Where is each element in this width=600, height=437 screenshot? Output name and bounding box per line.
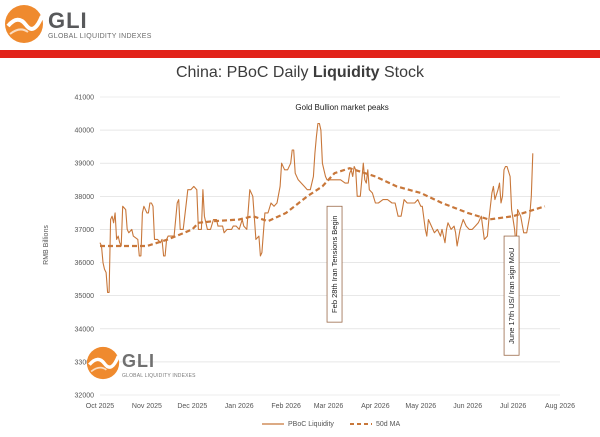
annotation-gold-peak: Gold Bullion market peaks xyxy=(295,103,388,112)
y-tick-label: 38000 xyxy=(75,194,95,201)
annotation-iran-tensions-label: Feb 28th Iran Tensions Begin xyxy=(330,215,339,312)
x-tick-label: Jul 2026 xyxy=(500,403,527,410)
legend-swatch-solid xyxy=(262,423,284,425)
annotation-iran-tensions-box xyxy=(326,205,343,323)
legend-label-ma: 50d MA xyxy=(376,421,401,428)
legend-item-ma: 50d MA xyxy=(350,421,400,428)
chart-title-suffix: Stock xyxy=(379,64,425,81)
gli-globe-logo-icon xyxy=(5,5,44,43)
x-tick-label: Aug 2026 xyxy=(545,403,575,410)
legend-item-pboc: PBoC Liquidity xyxy=(262,421,334,428)
chart-title-prefix: China: PBoC Daily xyxy=(175,64,313,81)
chart-title-bold: Liquidity xyxy=(312,64,380,81)
x-tick-label: Nov 2025 xyxy=(132,403,162,410)
y-axis-label: RMB Billions xyxy=(43,225,50,265)
x-tick-label: Dec 2025 xyxy=(177,403,207,410)
x-tick-label: Jan 2026 xyxy=(225,403,254,410)
brand-name: GLI xyxy=(48,8,88,33)
x-tick-label: Jun 2026 xyxy=(453,403,482,410)
x-tick-label: May 2026 xyxy=(405,403,436,410)
y-tick-label: 36000 xyxy=(75,260,95,267)
watermark-brand: GLI xyxy=(122,351,155,371)
x-tick-label: Oct 2025 xyxy=(86,403,115,410)
y-tick-label: 33000 xyxy=(75,359,95,366)
series-line-50d-ma xyxy=(100,167,546,248)
brand-tagline: GLOBAL LIQUIDITY INDEXES xyxy=(48,33,152,40)
series-line-pboc-liquidity xyxy=(99,122,534,293)
y-tick-label: 41000 xyxy=(75,95,95,102)
chart-title: China: PBoC Daily Liquidity Stock xyxy=(0,64,600,82)
y-tick-label: 35000 xyxy=(75,293,95,300)
y-tick-label: 34000 xyxy=(75,326,95,333)
y-tick-label: 40000 xyxy=(75,128,95,135)
legend-swatch-dashed xyxy=(350,423,372,426)
y-tick-label: 32000 xyxy=(75,393,95,400)
x-tick-label: Mar 2026 xyxy=(314,403,344,410)
x-tick-label: Feb 2026 xyxy=(271,403,301,410)
annotation-us-iran-mou-label: June 17th US/ Iran sign MoU xyxy=(507,248,516,344)
legend-label-pboc: PBoC Liquidity xyxy=(288,421,334,428)
watermark-tagline: GLOBAL LIQUIDITY INDEXES xyxy=(122,373,196,379)
header: GLI GLOBAL LIQUIDITY INDEXES xyxy=(0,0,600,52)
annotation-us-iran-mou-box xyxy=(503,235,520,356)
watermark-logo-icon xyxy=(86,346,120,380)
x-tick-label: Apr 2026 xyxy=(361,403,390,410)
header-accent-bar xyxy=(0,50,600,58)
y-tick-label: 37000 xyxy=(75,227,95,234)
y-tick-label: 39000 xyxy=(75,161,95,168)
